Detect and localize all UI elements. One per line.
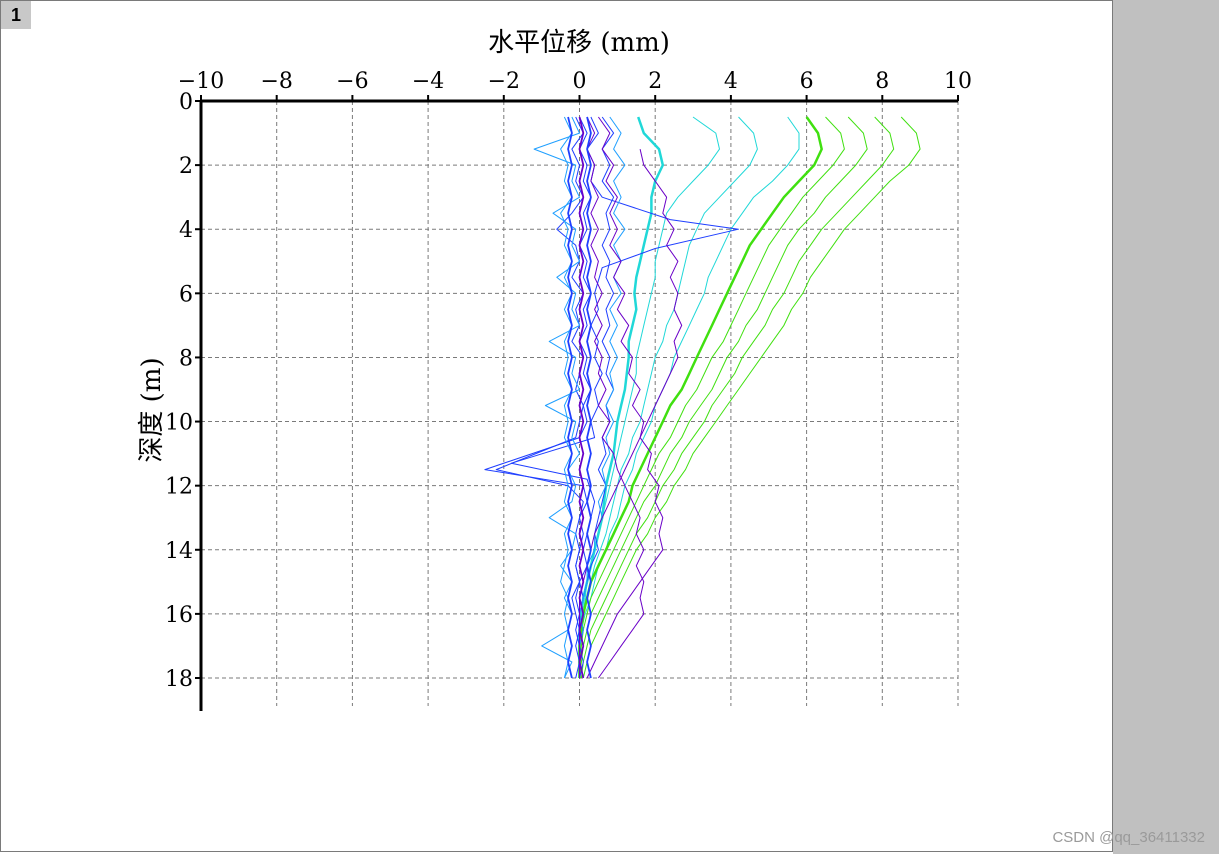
x-tick-label: −8 (260, 69, 292, 94)
y-tick-label: 10 (165, 411, 193, 436)
series-line (580, 116, 895, 679)
x-tick-label: −2 (488, 69, 520, 94)
y-tick-labels: 0 2 4 6 8 10 12 14 16 18 (165, 90, 193, 692)
y-tick-label: 8 (179, 346, 193, 371)
series-line (495, 116, 584, 679)
x-axis-title: 水平位移 (mm) (488, 28, 670, 58)
x-tick-label: 10 (944, 69, 972, 94)
series-line (586, 116, 592, 679)
x-tick-label: −10 (178, 69, 224, 94)
series-line (579, 116, 800, 678)
y-tick-label: 0 (179, 90, 193, 115)
series-line (578, 116, 585, 679)
y-tick-label: 14 (165, 539, 193, 564)
y-tick-label: 18 (165, 667, 193, 692)
series-line (579, 116, 868, 679)
page-number-badge[interactable]: 1 (1, 1, 31, 29)
series-line (582, 116, 921, 679)
axes (195, 95, 959, 711)
series-line (484, 116, 592, 678)
y-tick-label: 6 (179, 282, 193, 307)
x-tick-label: −4 (412, 69, 444, 94)
series-line (579, 116, 845, 678)
y-tick-label: 16 (165, 603, 193, 628)
x-tick-label: 6 (800, 69, 814, 94)
series-line (560, 116, 573, 679)
x-tick-label: 8 (875, 69, 889, 94)
x-tick-label: 0 (573, 69, 587, 94)
y-tick-label: 12 (165, 475, 193, 500)
series-line (586, 116, 664, 679)
series-line (533, 116, 580, 679)
displacement-depth-chart: −10 −8 −6 −4 −2 0 2 4 6 8 10 0 2 4 6 8 10 12 14 16 18 水平位移 … (137, 28, 972, 711)
series-line (579, 116, 626, 678)
y-tick-label: 4 (179, 218, 193, 243)
side-panel (1113, 0, 1219, 854)
series-layer (484, 116, 921, 679)
x-tick-label: −6 (336, 69, 368, 94)
x-tick-label: 4 (724, 69, 738, 94)
figure-page (0, 0, 1113, 852)
x-tick-label: 2 (648, 69, 662, 94)
watermark: CSDN @qq_36411332 (1052, 829, 1205, 846)
y-axis-title: 深度 (m) (137, 357, 167, 462)
series-line (510, 116, 739, 679)
x-tick-labels: −10 −8 −6 −4 −2 0 2 4 6 8 10 (178, 69, 972, 94)
series-line (586, 116, 645, 679)
series-line (567, 116, 573, 679)
y-tick-label: 2 (179, 154, 193, 179)
